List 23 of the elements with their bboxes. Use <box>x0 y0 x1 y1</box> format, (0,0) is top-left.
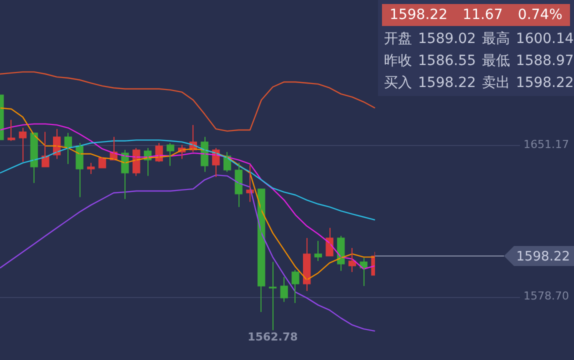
candlestick <box>268 262 277 330</box>
annotation: 1562.78 <box>248 330 298 344</box>
y-tick-label: 1651.17 <box>524 138 569 151</box>
text: 1598.22 <box>390 7 448 23</box>
text: 买入 <box>384 74 412 92</box>
text: 1586.55 <box>418 52 476 68</box>
text: 1589.02 <box>418 30 476 46</box>
text: 0.74% <box>518 7 562 23</box>
text: 昨收 <box>384 52 412 70</box>
candlestick <box>87 162 95 174</box>
text: 1588.97 <box>516 52 574 68</box>
candlestick <box>292 270 300 303</box>
text: 卖出 <box>482 74 510 92</box>
text: 最高 <box>482 30 510 48</box>
candlestick <box>166 142 174 166</box>
text: 开盘 <box>384 30 412 48</box>
text: 最低 <box>482 52 510 70</box>
text: 1598.22 <box>418 74 476 90</box>
y-tick-label: 1578.70 <box>524 290 569 303</box>
text: 1598.22 <box>516 74 574 90</box>
text: 1600.14 <box>516 30 574 46</box>
text: 11.67 <box>462 7 503 23</box>
ref-line-label: 1598.22 <box>516 249 570 264</box>
